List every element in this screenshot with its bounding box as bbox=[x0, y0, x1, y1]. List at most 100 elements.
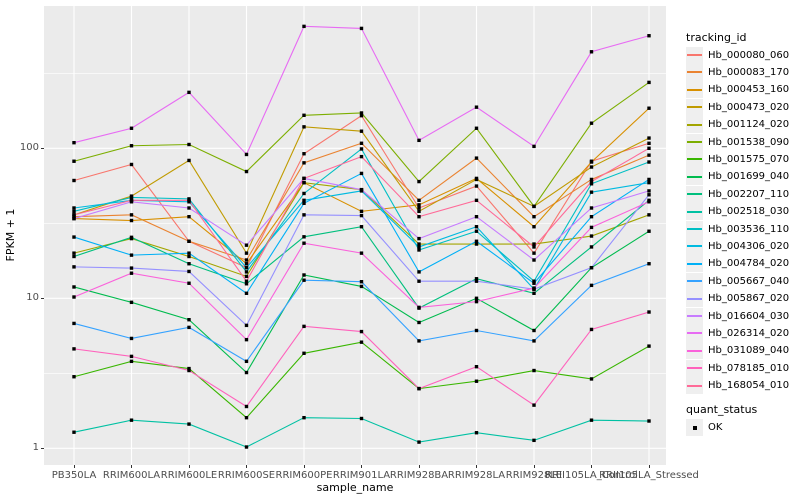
legend-label: Hb_000083_170 bbox=[708, 66, 790, 78]
data-point-marker bbox=[589, 283, 594, 288]
legend-label: Hb_001575_070 bbox=[708, 153, 790, 165]
data-point-marker bbox=[647, 106, 651, 110]
data-point-marker bbox=[187, 254, 191, 259]
legend-key-line-icon bbox=[687, 349, 702, 352]
legend-key bbox=[686, 359, 703, 377]
data-point-marker bbox=[589, 190, 594, 194]
data-point-marker bbox=[302, 198, 306, 203]
data-point-marker bbox=[589, 418, 594, 422]
x-tick-label: RRIM600SE bbox=[217, 470, 276, 481]
data-point-marker bbox=[302, 125, 306, 129]
black-square-marker-icon bbox=[692, 425, 697, 430]
data-point-marker bbox=[417, 236, 421, 241]
data-point-marker bbox=[647, 141, 651, 145]
data-point-marker bbox=[129, 144, 134, 148]
data-point-marker bbox=[474, 126, 479, 130]
data-point-marker bbox=[359, 187, 364, 192]
data-point-marker bbox=[589, 177, 594, 182]
data-point-marker bbox=[647, 344, 651, 348]
data-point-marker bbox=[302, 324, 306, 329]
x-tick-label: RRIM600LA bbox=[102, 470, 161, 481]
legend-key-line-icon bbox=[687, 71, 702, 74]
data-point-marker bbox=[302, 235, 306, 239]
data-point-marker bbox=[129, 354, 134, 359]
data-point-marker bbox=[187, 366, 191, 371]
data-point-marker bbox=[532, 144, 536, 149]
data-point-marker bbox=[187, 422, 191, 426]
legend-key-line-icon bbox=[687, 280, 702, 283]
data-point-marker bbox=[532, 368, 536, 373]
data-point-marker bbox=[647, 200, 651, 204]
data-point-marker bbox=[302, 152, 306, 156]
data-point-marker bbox=[129, 253, 134, 257]
data-point-marker bbox=[72, 321, 76, 326]
data-point-marker bbox=[72, 206, 76, 210]
legend-title-tracking-id: tracking_id bbox=[686, 31, 747, 44]
legend-key bbox=[686, 342, 703, 360]
data-point-marker bbox=[532, 251, 536, 255]
data-point-marker bbox=[244, 282, 249, 286]
legend-key-line-icon bbox=[687, 262, 702, 265]
x-tick-label: RRIM600PE bbox=[275, 470, 333, 481]
data-point-marker bbox=[244, 279, 249, 283]
data-point-marker bbox=[532, 245, 536, 249]
legend-key-line-icon bbox=[687, 193, 702, 196]
data-point-marker bbox=[129, 162, 134, 167]
data-point-marker bbox=[589, 225, 594, 230]
x-tick-mark bbox=[648, 465, 650, 468]
x-tick-mark bbox=[246, 465, 247, 468]
data-point-marker bbox=[647, 160, 651, 164]
legend-label: Hb_026314_020 bbox=[708, 327, 790, 339]
data-point-marker bbox=[417, 179, 421, 184]
legend-key-line-icon bbox=[687, 54, 702, 56]
data-point-marker bbox=[589, 214, 594, 219]
data-point-marker bbox=[417, 320, 421, 325]
legend-key bbox=[686, 116, 703, 134]
legend-label: Hb_005667_040 bbox=[708, 275, 790, 287]
legend-key bbox=[686, 185, 703, 203]
data-point-marker bbox=[417, 245, 421, 249]
data-point-marker bbox=[244, 258, 249, 262]
x-tick-mark bbox=[361, 465, 362, 468]
data-point-marker bbox=[589, 265, 594, 270]
data-point-marker bbox=[474, 277, 479, 281]
data-point-marker bbox=[589, 377, 594, 381]
data-point-marker bbox=[302, 191, 306, 196]
data-point-marker bbox=[129, 418, 134, 422]
legend-key bbox=[686, 255, 703, 273]
data-point-marker bbox=[474, 364, 479, 369]
data-point-marker bbox=[417, 270, 421, 274]
data-point-marker bbox=[359, 284, 364, 289]
data-point-marker bbox=[244, 262, 249, 266]
data-point-marker bbox=[359, 113, 364, 118]
legend-key bbox=[686, 168, 703, 186]
data-point-marker bbox=[129, 198, 134, 203]
data-point-marker bbox=[647, 146, 651, 150]
legend-panel: tracking_id Hb_000080_060 Hb_000083_170 Hb_… bbox=[684, 0, 800, 500]
data-point-marker bbox=[187, 269, 191, 274]
data-point-marker bbox=[647, 136, 651, 140]
data-point-marker bbox=[302, 24, 306, 29]
legend-key bbox=[686, 81, 703, 99]
data-point-marker bbox=[532, 258, 536, 262]
legend-label: Hb_168054_010 bbox=[708, 380, 790, 392]
legend-label: Hb_002207_110 bbox=[708, 188, 790, 200]
legend-key bbox=[686, 98, 703, 116]
data-point-marker bbox=[474, 299, 479, 304]
data-point-marker bbox=[72, 213, 76, 217]
data-point-marker bbox=[474, 229, 479, 233]
data-point-marker bbox=[647, 419, 651, 423]
data-point-marker bbox=[359, 141, 364, 145]
data-point-marker bbox=[474, 242, 479, 246]
data-point-marker bbox=[72, 295, 76, 299]
data-point-marker bbox=[589, 160, 594, 164]
data-point-marker bbox=[72, 254, 76, 259]
legend-key-line-icon bbox=[687, 88, 702, 91]
legend-key-line-icon bbox=[687, 245, 702, 248]
x-tick-mark bbox=[591, 465, 592, 468]
data-point-marker bbox=[359, 129, 364, 133]
legend-key bbox=[686, 272, 703, 290]
data-point-marker bbox=[129, 336, 134, 341]
data-point-marker bbox=[72, 235, 76, 239]
legend-key bbox=[686, 290, 703, 308]
